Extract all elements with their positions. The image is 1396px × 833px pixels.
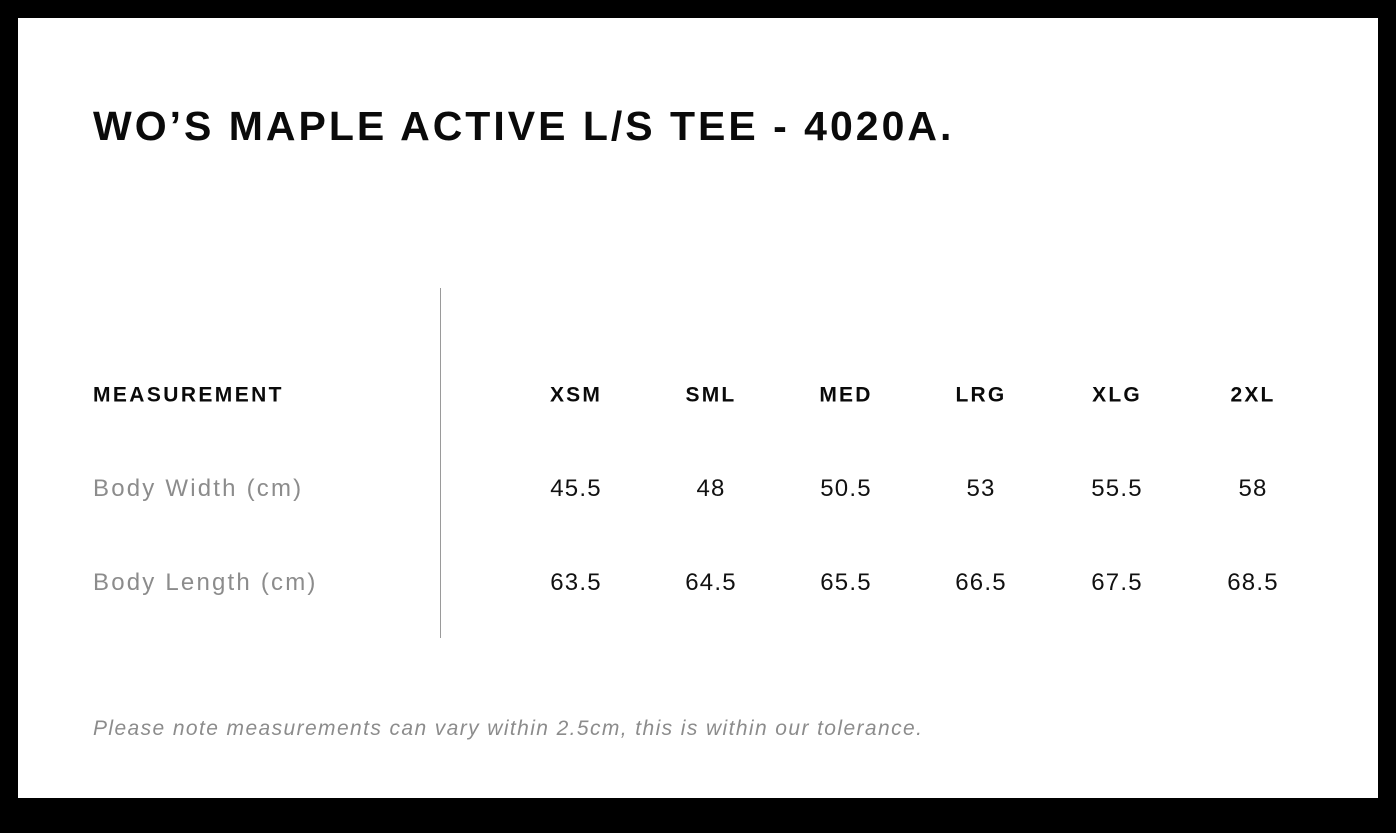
- cell-body-length-2xl: 68.5: [1227, 569, 1279, 596]
- measurement-column-header: MEASUREMENT: [93, 383, 284, 407]
- cell-body-width-xlg: 55.5: [1091, 475, 1143, 502]
- cell-body-length-lrg: 66.5: [955, 569, 1007, 596]
- cell-body-width-2xl: 58: [1238, 475, 1268, 502]
- row-label-body-width: Body Width (cm): [93, 475, 304, 502]
- cell-body-length-xsm: 63.5: [550, 569, 602, 596]
- size-header-sml: SML: [685, 383, 737, 407]
- tolerance-note: Please note measurements can vary within…: [93, 717, 924, 740]
- size-header-xsm: XSM: [549, 383, 603, 407]
- size-header-lrg: LRG: [955, 383, 1007, 407]
- table-row: Body Length (cm) 63.5 64.5 65.5 66.5 67.…: [18, 536, 1378, 630]
- size-chart-table: MEASUREMENT XSM SML MED LRG XLG 2XL Body…: [18, 348, 1378, 630]
- page-title: WO’S MAPLE ACTIVE L/S TEE - 4020A.: [93, 103, 955, 149]
- size-header-2xl: 2XL: [1230, 383, 1276, 407]
- cell-body-width-med: 50.5: [820, 475, 872, 502]
- row-label-body-length: Body Length (cm): [93, 569, 318, 596]
- cell-body-length-med: 65.5: [820, 569, 872, 596]
- cell-body-length-xlg: 67.5: [1091, 569, 1143, 596]
- size-header-med: MED: [819, 383, 873, 407]
- cell-body-width-sml: 48: [696, 475, 726, 502]
- table-vertical-divider: [440, 288, 441, 638]
- cell-body-length-sml: 64.5: [685, 569, 737, 596]
- cell-body-width-lrg: 53: [966, 475, 996, 502]
- table-header-row: MEASUREMENT XSM SML MED LRG XLG 2XL: [18, 348, 1378, 442]
- size-header-xlg: XLG: [1092, 383, 1142, 407]
- table-row: Body Width (cm) 45.5 48 50.5 53 55.5 58: [18, 442, 1378, 536]
- size-guide-card: WO’S MAPLE ACTIVE L/S TEE - 4020A. MEASU…: [18, 18, 1378, 798]
- cell-body-width-xsm: 45.5: [550, 475, 602, 502]
